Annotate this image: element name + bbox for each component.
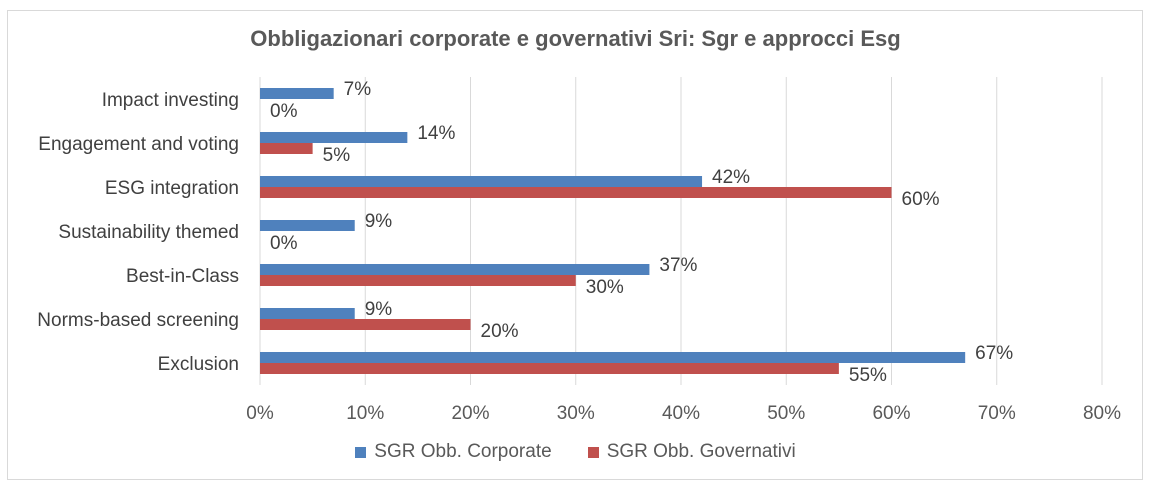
bar-corporate bbox=[260, 352, 966, 363]
bar-corporate bbox=[260, 264, 650, 275]
data-label: 0% bbox=[270, 101, 298, 122]
bar-governativi bbox=[260, 187, 892, 198]
bar-governativi bbox=[260, 275, 576, 286]
legend-item-corporate: SGR Obb. Corporate bbox=[355, 441, 552, 463]
category-label: Norms-based screening bbox=[37, 310, 239, 331]
x-tick-label: 50% bbox=[767, 403, 805, 424]
x-tick-label: 10% bbox=[346, 403, 384, 424]
bar-corporate bbox=[260, 88, 334, 99]
legend-label-corporate: SGR Obb. Corporate bbox=[374, 441, 552, 462]
legend-item-governativi: SGR Obb. Governativi bbox=[587, 441, 796, 463]
data-label: 14% bbox=[417, 123, 455, 144]
x-tick-label: 0% bbox=[246, 403, 274, 424]
category-label: Best-in-Class bbox=[126, 266, 239, 287]
legend-swatch-corporate bbox=[355, 446, 367, 458]
category-label: ESG integration bbox=[105, 178, 239, 199]
bar-corporate bbox=[260, 176, 703, 187]
data-label: 9% bbox=[365, 211, 393, 232]
bar-governativi bbox=[260, 319, 471, 330]
data-label: 67% bbox=[975, 343, 1013, 364]
category-label: Impact investing bbox=[102, 90, 239, 111]
data-label: 30% bbox=[586, 277, 624, 298]
data-label: 20% bbox=[481, 321, 519, 342]
data-label: 60% bbox=[902, 189, 940, 210]
bar-corporate bbox=[260, 132, 408, 143]
data-label: 9% bbox=[365, 299, 393, 320]
bar-governativi bbox=[260, 363, 839, 374]
x-tick-label: 20% bbox=[451, 403, 489, 424]
chart-title: Obbligazionari corporate e governativi S… bbox=[250, 26, 901, 51]
category-label: Exclusion bbox=[158, 354, 239, 375]
bar-corporate bbox=[260, 308, 355, 319]
data-label: 7% bbox=[344, 79, 372, 100]
chart-frame bbox=[7, 10, 1143, 480]
category-label: Sustainability themed bbox=[58, 222, 239, 243]
data-label: 5% bbox=[323, 145, 351, 166]
bar-corporate bbox=[260, 220, 355, 231]
x-tick-label: 30% bbox=[557, 403, 595, 424]
category-label: Engagement and voting bbox=[38, 134, 239, 155]
bar-governativi bbox=[260, 143, 313, 154]
data-label: 55% bbox=[849, 365, 887, 386]
x-tick-label: 60% bbox=[872, 403, 910, 424]
data-label: 0% bbox=[270, 233, 298, 254]
x-tick-label: 70% bbox=[978, 403, 1016, 424]
x-tick-label: 80% bbox=[1083, 403, 1121, 424]
data-label: 37% bbox=[659, 255, 697, 276]
legend-swatch-governativi bbox=[587, 446, 599, 458]
legend: SGR Obb. Corporate SGR Obb. Governativi bbox=[0, 441, 1151, 463]
legend-label-governativi: SGR Obb. Governativi bbox=[606, 441, 796, 462]
x-tick-label: 40% bbox=[662, 403, 700, 424]
data-label: 42% bbox=[712, 167, 750, 188]
